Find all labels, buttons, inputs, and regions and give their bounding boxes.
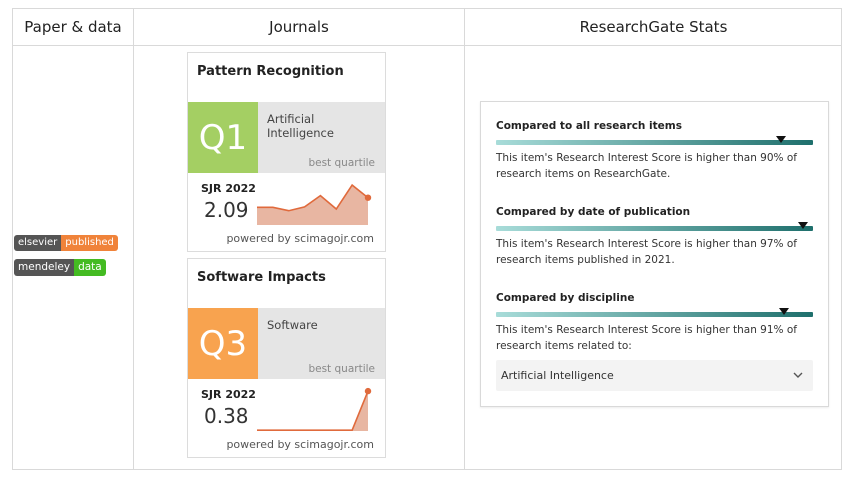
badge-left-text: mendeley — [14, 259, 75, 276]
mendeley-data-badge[interactable]: mendeley data — [14, 259, 106, 276]
rg-section-description: This item's Research Interest Score is h… — [496, 322, 813, 354]
discipline-select[interactable]: Artificial Intelligence — [496, 360, 813, 391]
quartile-box: Q3 — [188, 308, 258, 379]
chevron-down-icon — [793, 372, 803, 378]
discipline-select-value: Artificial Intelligence — [501, 369, 614, 382]
rg-section-title: Compared by date of publication — [496, 206, 691, 218]
embed-table: Paper & data Journals ResearchGate Stats — [12, 8, 842, 470]
rg-section-title: Compared to all research items — [496, 120, 682, 132]
sjr-trend-area — [257, 185, 368, 225]
badge-right-text: published — [61, 235, 118, 251]
sjr-widget-software-impacts[interactable]: Software Impacts Q3 Software best quarti… — [187, 258, 386, 458]
rg-percentile-bar — [496, 136, 813, 145]
rg-desc-line: This item's Research Interest Score is h… — [496, 152, 797, 164]
category-label: Artificial Intelligence — [267, 112, 334, 140]
rg-desc-line: research items published in 2021. — [496, 254, 675, 266]
sjr-trend-area — [257, 391, 368, 431]
best-quartile-label: best quartile — [308, 363, 375, 375]
column-header-stats: ResearchGate Stats — [579, 18, 728, 36]
researchgate-stats-card: Compared to all research items This item… — [480, 101, 829, 407]
rg-section-discipline: Compared by discipline This item's Resea… — [496, 292, 813, 354]
best-quartile-label: best quartile — [308, 157, 375, 169]
elsevier-published-badge[interactable]: elsevier published — [14, 235, 118, 251]
badge-right-text: data — [74, 259, 106, 276]
column-header-journals: Journals — [269, 18, 329, 36]
column-header-paper: Paper & data — [24, 18, 122, 36]
header-divider — [13, 45, 841, 46]
category-box: Software best quartile — [258, 308, 385, 379]
rg-section-date: Compared by date of publication This ite… — [496, 206, 813, 268]
sjr-trend-chart — [257, 183, 372, 225]
badge-left-text: elsevier — [14, 235, 62, 251]
rg-percentile-bar — [496, 308, 813, 317]
category-label: Software — [267, 318, 318, 332]
rg-desc-line: research items on ResearchGate. — [496, 168, 671, 180]
sjr-trend-line — [257, 183, 369, 212]
column-divider — [133, 9, 134, 469]
sjr-year-label: SJR 2022 — [201, 388, 256, 401]
sjr-year-label: SJR 2022 — [201, 182, 256, 195]
powered-by-link[interactable]: powered by scimagojr.com — [226, 438, 374, 451]
journal-title: Software Impacts — [197, 270, 326, 285]
powered-by-link[interactable]: powered by scimagojr.com — [226, 232, 374, 245]
sjr-widget-pattern-recognition[interactable]: Pattern Recognition Q1 Artificial Intell… — [187, 52, 386, 252]
quartile-box: Q1 — [188, 102, 258, 173]
sjr-trend-chart — [257, 387, 372, 431]
rg-percentile-marker — [798, 222, 809, 229]
rg-percentile-bar — [496, 222, 813, 231]
sjr-trend-endpoint — [364, 387, 372, 395]
rg-desc-line: research items related to: — [496, 340, 632, 352]
sjr-trend-endpoint — [364, 194, 372, 201]
column-divider — [464, 9, 465, 469]
sjr-value: 0.38 — [204, 404, 249, 428]
rg-percentile-marker — [779, 308, 790, 315]
sjr-value: 2.09 — [204, 198, 249, 222]
journal-title: Pattern Recognition — [197, 64, 344, 79]
rg-section-description: This item's Research Interest Score is h… — [496, 150, 813, 182]
rg-desc-line: This item's Research Interest Score is h… — [496, 324, 797, 336]
category-box: Artificial Intelligence best quartile — [258, 102, 385, 173]
rg-section-description: This item's Research Interest Score is h… — [496, 236, 813, 268]
sjr-trend-line — [257, 390, 369, 431]
rg-section-title: Compared by discipline — [496, 292, 635, 304]
rg-section-all-items: Compared to all research items This item… — [496, 120, 813, 182]
rg-desc-line: This item's Research Interest Score is h… — [496, 238, 797, 250]
rg-percentile-marker — [776, 136, 787, 143]
